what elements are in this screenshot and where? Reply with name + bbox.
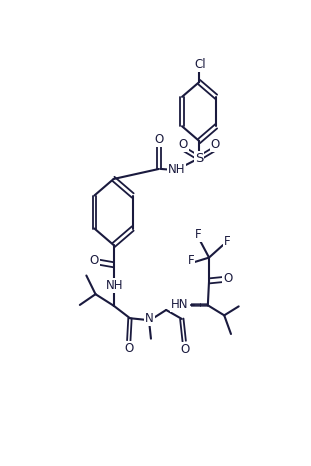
Text: HN: HN	[171, 298, 188, 311]
Text: NH: NH	[106, 280, 123, 293]
Text: Cl: Cl	[195, 58, 206, 71]
Text: O: O	[124, 342, 133, 355]
Text: O: O	[211, 138, 220, 151]
Text: F: F	[188, 254, 194, 267]
Text: O: O	[181, 343, 190, 356]
Text: O: O	[223, 272, 232, 285]
Text: NH: NH	[168, 163, 185, 176]
Text: S: S	[195, 152, 203, 164]
Text: O: O	[154, 133, 164, 146]
Text: F: F	[224, 235, 231, 248]
Text: O: O	[179, 138, 188, 151]
Text: N: N	[145, 312, 154, 325]
Text: F: F	[195, 228, 202, 241]
Text: O: O	[90, 254, 99, 267]
